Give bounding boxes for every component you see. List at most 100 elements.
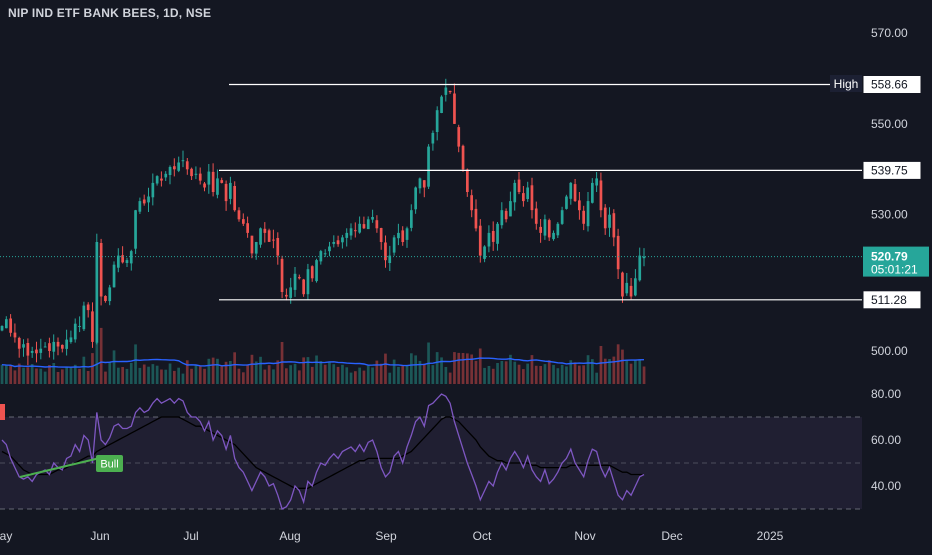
- candle-body: [621, 272, 624, 297]
- price-tick-label: 570.00: [871, 26, 908, 40]
- volume-bar: [298, 370, 301, 384]
- volume-bar: [315, 355, 318, 384]
- volume-bar: [603, 358, 607, 384]
- candle-body: [177, 162, 180, 171]
- volume-bar: [435, 352, 439, 384]
- volume-bar: [211, 357, 215, 384]
- candle-body: [642, 256, 646, 259]
- candle-body: [237, 210, 241, 220]
- volume-bar: [336, 366, 340, 384]
- candle-body: [99, 243, 103, 297]
- candle-body: [229, 182, 232, 199]
- candle-body: [509, 201, 512, 217]
- volume-bar: [289, 365, 292, 384]
- candle-body: [160, 178, 163, 181]
- candle-body: [366, 219, 370, 230]
- last-price-text: 520.79: [871, 250, 908, 264]
- volume-bar: [410, 353, 413, 384]
- candle-body: [582, 210, 585, 224]
- volume-bar: [595, 372, 598, 384]
- volume-bar: [86, 371, 90, 384]
- volume-bar: [0, 364, 4, 384]
- volume-bar: [177, 367, 180, 384]
- time-tick-label: Sep: [375, 529, 397, 543]
- volume-bar: [431, 365, 435, 384]
- volume-bar: [56, 372, 60, 384]
- candle-body: [629, 285, 633, 297]
- volume-bar: [578, 365, 581, 384]
- candle-body: [371, 217, 374, 220]
- candle-body: [35, 349, 38, 354]
- candle-body: [142, 199, 146, 204]
- candle-body: [513, 182, 517, 203]
- price-axis[interactable]: 570.00550.00530.00500.00High558.78558.66…: [830, 26, 929, 493]
- candle-body: [155, 176, 159, 184]
- candle-body: [246, 223, 249, 233]
- volume-bar: [30, 364, 34, 384]
- candle-body: [552, 232, 555, 240]
- candle-body: [56, 341, 60, 347]
- volume-bar: [470, 354, 473, 384]
- time-tick-label: 2025: [757, 529, 784, 543]
- candle-body: [586, 201, 590, 227]
- volume-bar: [418, 360, 422, 384]
- volume-bar: [78, 368, 81, 384]
- volume-bar: [173, 370, 176, 384]
- candle-body: [608, 214, 611, 228]
- candle-body: [358, 223, 361, 233]
- volume-bar: [22, 367, 25, 384]
- candle-body: [638, 255, 642, 281]
- candle-body: [556, 223, 560, 236]
- candle-body: [578, 200, 581, 211]
- volume-bar: [82, 356, 86, 384]
- candle-body: [440, 96, 443, 113]
- volume-bar: [73, 364, 77, 384]
- time-axis[interactable]: May Jun Jul Aug Sep Oct Nov Dec 2025: [0, 529, 784, 543]
- level-label-text: 539.75: [871, 163, 908, 177]
- volume-bar: [608, 359, 611, 384]
- volume-bar: [160, 369, 163, 384]
- candle-body: [547, 220, 551, 238]
- candle-body: [349, 228, 353, 236]
- candle-body: [565, 196, 568, 209]
- rsi-pane[interactable]: Bull: [0, 393, 862, 510]
- volume-bar: [560, 364, 564, 384]
- candle-body: [457, 127, 461, 147]
- volume-bar: [17, 363, 21, 384]
- bull-label-box: [96, 455, 123, 472]
- countdown-text: 05:01:21: [871, 263, 918, 277]
- volume-bar: [509, 354, 512, 384]
- candle-body: [9, 318, 12, 333]
- volume-bar: [478, 348, 482, 384]
- volume-bar: [466, 353, 469, 384]
- volume-bar: [207, 358, 211, 384]
- candle-body: [168, 167, 172, 175]
- volume-bar: [233, 352, 236, 384]
- volume-ma-line: [1, 357, 645, 368]
- volume-bar: [440, 357, 443, 384]
- price-tick-label: 500.00: [871, 344, 908, 358]
- volume-bar: [405, 365, 409, 384]
- candle-body: [315, 260, 318, 282]
- candle-body: [233, 186, 236, 211]
- candle-body: [198, 173, 202, 181]
- volume-bar: [483, 367, 486, 384]
- candle-body: [272, 239, 275, 241]
- candle-body: [444, 87, 448, 95]
- candle-body: [483, 246, 486, 259]
- volume-bar: [513, 361, 517, 384]
- candle-body: [263, 228, 267, 233]
- volume-bar: [638, 359, 642, 384]
- volume-bar: [224, 361, 228, 384]
- volume-bar: [487, 366, 491, 384]
- volume-bar: [323, 364, 327, 384]
- price-tick-label: 530.00: [871, 208, 908, 222]
- candle-body: [405, 228, 409, 240]
- candle-body: [267, 230, 271, 242]
- time-tick-label: Jun: [90, 529, 109, 543]
- volume-bar: [39, 368, 43, 384]
- volume-bar: [164, 369, 168, 384]
- volume-bar: [319, 361, 323, 384]
- volume-bar: [392, 359, 396, 384]
